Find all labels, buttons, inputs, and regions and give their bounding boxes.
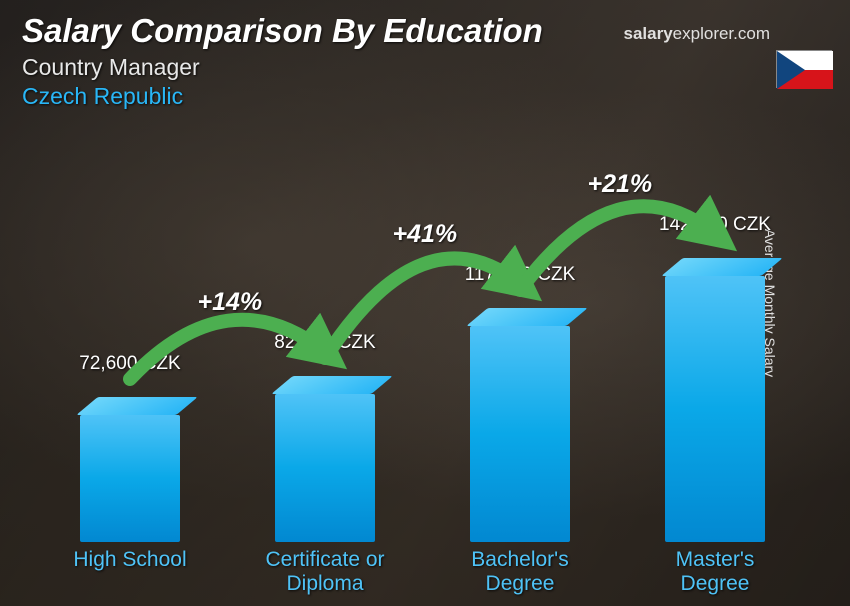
bar-front-face xyxy=(80,415,180,542)
bar-front-face xyxy=(275,394,375,542)
subtitle-role: Country Manager xyxy=(22,54,828,81)
bar xyxy=(80,397,180,542)
bar-label: Certificate orDiploma xyxy=(235,548,415,596)
watermark-brand-rest: explorer.com xyxy=(673,24,770,43)
bar-label: High School xyxy=(40,548,220,572)
flag-icon xyxy=(776,50,832,88)
subtitle-country: Czech Republic xyxy=(22,83,828,110)
increase-label: +41% xyxy=(393,220,458,249)
bar-label: Bachelor'sDegree xyxy=(430,548,610,596)
watermark-brand-bold: salary xyxy=(624,24,673,43)
increase-label: +14% xyxy=(198,288,263,317)
bar-label: Master'sDegree xyxy=(625,548,805,596)
bar-chart: 72,600 CZKHigh School82,900 CZKCertifica… xyxy=(30,142,800,542)
increase-label: +21% xyxy=(588,170,653,199)
watermark: salaryexplorer.com xyxy=(624,24,771,44)
